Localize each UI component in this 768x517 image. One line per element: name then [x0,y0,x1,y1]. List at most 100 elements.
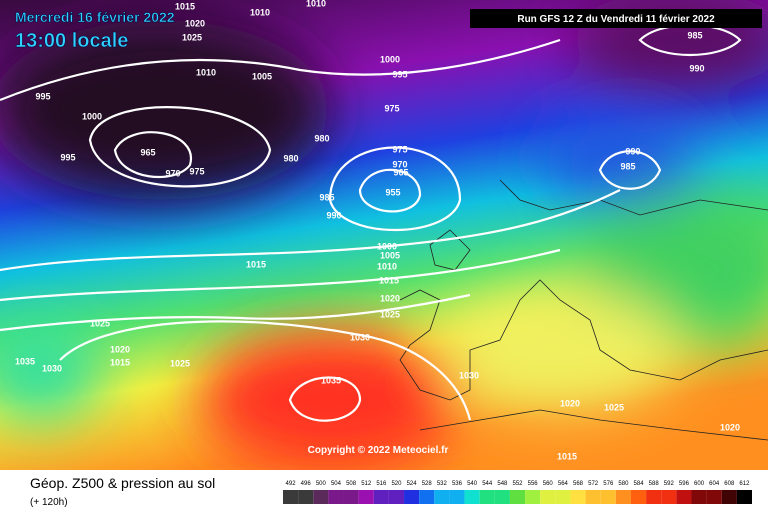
scale-label: 492 [286,481,297,487]
scale-swatch [419,490,435,504]
scale-swatch [661,490,677,504]
isobar-label: 975 [189,166,204,176]
scale-label: 612 [739,481,750,487]
isobar-label: 955 [385,187,400,197]
scale-swatch [570,490,586,504]
date: Mercredi 16 février 2022 [15,9,175,25]
scale-label: 524 [407,481,418,487]
scale-swatch [600,490,616,504]
scale-label: 512 [361,481,372,487]
footer-title: Géop. Z500 & pression au sol [30,475,215,491]
scale-label: 596 [679,481,690,487]
time: 13:00 locale [15,30,128,52]
isobar-label: 985 [687,30,702,40]
scale-swatch [630,490,647,504]
scale-label: 564 [558,481,569,487]
scale-swatch [298,490,314,504]
scale-swatch [615,490,631,504]
isobar-label: 1005 [252,71,272,81]
isobar-label: 1015 [175,1,195,11]
isobar-label: 1015 [110,357,130,367]
scale-swatch [540,490,556,504]
isobar-label: 990 [689,63,704,73]
scale-swatch [373,490,389,504]
scale-label: 540 [467,481,478,487]
scale-label: 504 [331,481,342,487]
scale-label: 500 [316,481,327,487]
scale-label: 588 [649,481,660,487]
scale-swatch [585,490,601,504]
scale-swatch [555,490,571,504]
run: Run GFS 12 Z du Vendredi 11 février 2022 [517,14,715,25]
isobar-label: 1000 [82,111,102,121]
isobar-label: 970 [165,168,180,178]
isobar-label: 1000 [380,54,400,64]
scale-swatch [328,490,344,504]
scale-label: 528 [422,481,433,487]
isobar-label: 970 [392,159,407,169]
isobar-label: 980 [314,133,329,143]
scale-swatch [449,490,465,504]
scale-swatch [509,490,526,504]
isobar-label: 1025 [182,32,202,42]
scale-swatch [464,490,480,504]
scale-label: 556 [528,481,539,487]
isobar-label: 995 [35,91,50,101]
isobar-label: 975 [392,144,407,154]
isobar-label: 1010 [377,261,397,271]
isobar-label: 1015 [379,275,399,285]
isobar-label: 1025 [90,318,110,328]
scale-swatch [494,490,510,504]
isobar-label: 1025 [604,402,624,412]
scale-swatch [676,490,692,504]
copyright: Copyright © 2022 Meteociel.fr [308,445,449,456]
isobar-label: 985 [620,161,635,171]
isobar-label: 1020 [185,18,205,28]
scale-swatch [691,490,707,504]
scale-label: 508 [346,481,357,487]
scale-label: 548 [497,481,508,487]
scale-swatch [404,490,420,504]
isobar-label: 995 [60,152,75,162]
isobar-label: 1035 [321,375,341,385]
run-box [470,9,762,28]
scale-label: 608 [724,481,735,487]
scale-label: 516 [376,481,387,487]
isobar-label: 980 [283,153,298,163]
scale-label: 580 [618,481,629,487]
isobar-label: 1025 [380,309,400,319]
scale-label: 576 [603,481,614,487]
isobar-label: 985 [319,192,334,202]
scale-label: 536 [452,481,463,487]
field [0,0,768,470]
isobar-label: 995 [392,69,407,79]
scale-swatch [706,490,722,504]
scale-swatch [388,490,405,504]
isobar-label: 1025 [170,358,190,368]
isobar-label: 1020 [380,293,400,303]
scale-label: 568 [573,481,584,487]
scale-label: 584 [634,481,645,487]
isobar-label: 1020 [560,398,580,408]
scale-label: 496 [301,481,312,487]
isobar-label: 1035 [15,356,35,366]
scale-swatch [721,490,737,504]
isobar-label: 1030 [350,332,370,342]
scale-swatch [343,490,359,504]
scale-swatch [525,490,541,504]
isobar-label: 990 [625,146,640,156]
scale-label: 520 [391,481,402,487]
scale-swatch [479,490,495,504]
scale-label: 604 [709,481,720,487]
isobar-label: 1005 [380,250,400,260]
scale-label: 544 [482,481,493,487]
isobar-label: 1030 [42,363,62,373]
isobar-label: 1010 [306,0,326,8]
isobar-label: 1010 [196,67,216,77]
scale-swatch [313,490,329,504]
isobar-label: 965 [140,147,155,157]
scale-swatch [736,490,752,504]
scale-label: 572 [588,481,599,487]
isobar-label: 1015 [557,451,577,461]
